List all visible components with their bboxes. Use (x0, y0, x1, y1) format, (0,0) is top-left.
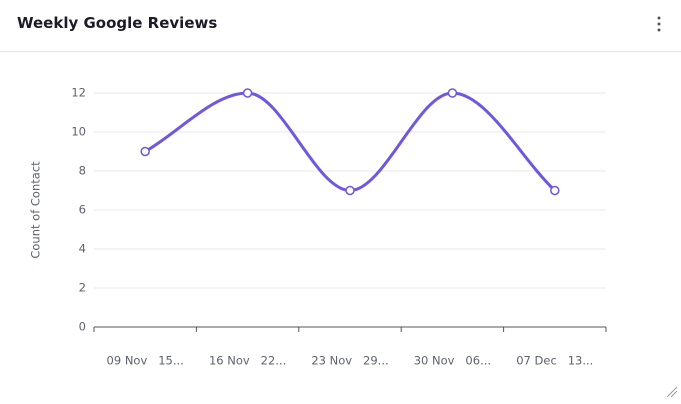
y-tick-label: 12 (71, 86, 86, 100)
x-tick-label: 30 Nov 06... (414, 354, 491, 368)
resize-handle[interactable] (666, 386, 678, 398)
y-tick-label: 4 (79, 242, 86, 256)
point (345, 185, 355, 196)
y-tick-label: 8 (79, 164, 86, 178)
y-tick-label: 0 (79, 320, 86, 334)
line (144, 91, 556, 193)
y-tick-label: 2 (79, 281, 86, 295)
point (242, 88, 253, 98)
point (550, 185, 560, 196)
y-tick-label: 6 (79, 203, 86, 217)
card-header: Weekly Google Reviews (0, 0, 681, 52)
point (140, 146, 150, 157)
x-tick-label: 23 Nov 29... (311, 354, 388, 368)
x-tick-label: 16 Nov 22... (209, 354, 286, 368)
y-tick-label: 10 (71, 125, 86, 139)
card-title: Weekly Google Reviews (17, 14, 218, 32)
point (447, 88, 458, 98)
x-tick-label: 07 Dec 13... (516, 354, 593, 368)
y-axis-label: Count of Contact (29, 161, 43, 259)
menu-button[interactable] (652, 15, 666, 33)
x-tick-label: 09 Nov 15... (107, 354, 184, 368)
